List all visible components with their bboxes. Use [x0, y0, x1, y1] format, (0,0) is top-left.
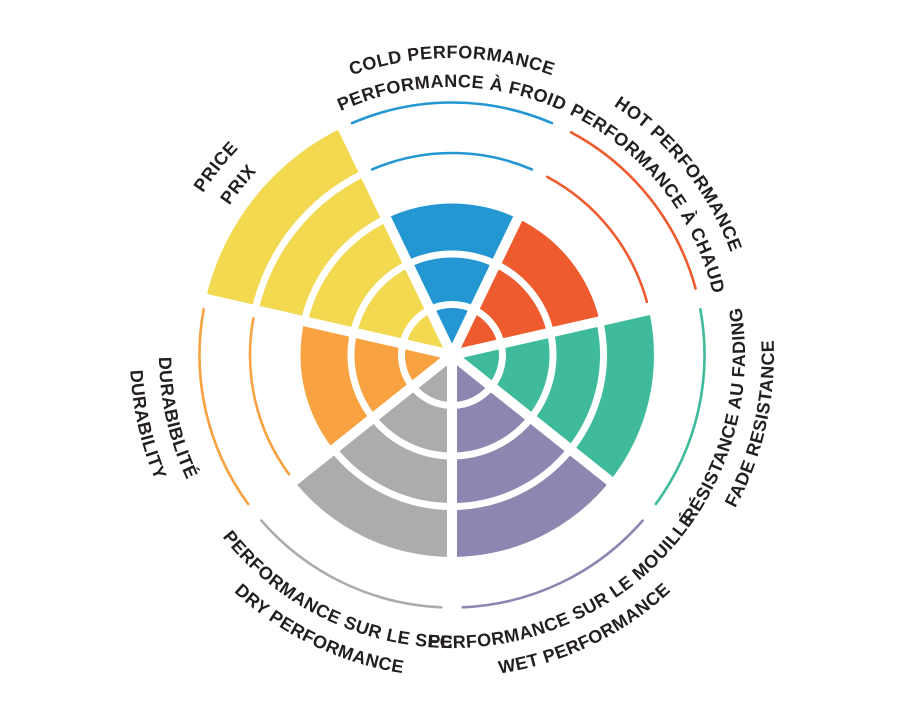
ring-separator — [347, 331, 376, 421]
sector-divider — [448, 351, 663, 525]
sector-price — [205, 127, 452, 355]
ring-separator — [251, 169, 366, 311]
level-arc-durability-5 — [198, 307, 250, 506]
label-cold-performance-fr: PERFORMANCE À FROID — [334, 71, 569, 115]
level-arc-durability-4 — [248, 317, 291, 476]
label-text-cold-performance-fr: PERFORMANCE À FROID — [334, 71, 569, 115]
sector-dry-performance — [294, 355, 452, 557]
sector-wet-performance — [452, 355, 610, 557]
label-hot-performance-en: HOT PERFORMANCE — [611, 92, 746, 254]
ring-separator — [451, 447, 574, 510]
sector-divider — [450, 291, 712, 360]
ring-separator — [370, 415, 453, 460]
level-arc-hot-performance-5 — [569, 131, 697, 290]
level-arc-fade-resistance-5 — [654, 307, 706, 506]
sector-divider — [192, 291, 454, 360]
sector-durability — [300, 321, 452, 450]
ring-separator — [528, 331, 557, 421]
level-arc-cold-performance-5 — [350, 101, 554, 125]
level-arc-hot-performance-4 — [545, 175, 649, 304]
level-arc-wet-performance-5 — [461, 519, 644, 609]
ring-separator — [494, 260, 554, 334]
level-arc-dry-performance-5 — [260, 519, 443, 609]
label-text-hot-performance-en: HOT PERFORMANCE — [611, 92, 745, 254]
sector-divider — [447, 114, 572, 358]
level-arc-cold-performance-4 — [370, 151, 534, 171]
ring-separator — [330, 447, 453, 510]
ring-separator — [406, 250, 498, 268]
sector-cold-performance — [386, 203, 518, 355]
ring-separator — [350, 260, 410, 334]
ring-separator — [451, 415, 534, 460]
ring-separator — [567, 320, 607, 452]
sector-divider — [241, 351, 456, 525]
ring-separator — [300, 215, 388, 323]
sector-divider — [332, 114, 457, 358]
